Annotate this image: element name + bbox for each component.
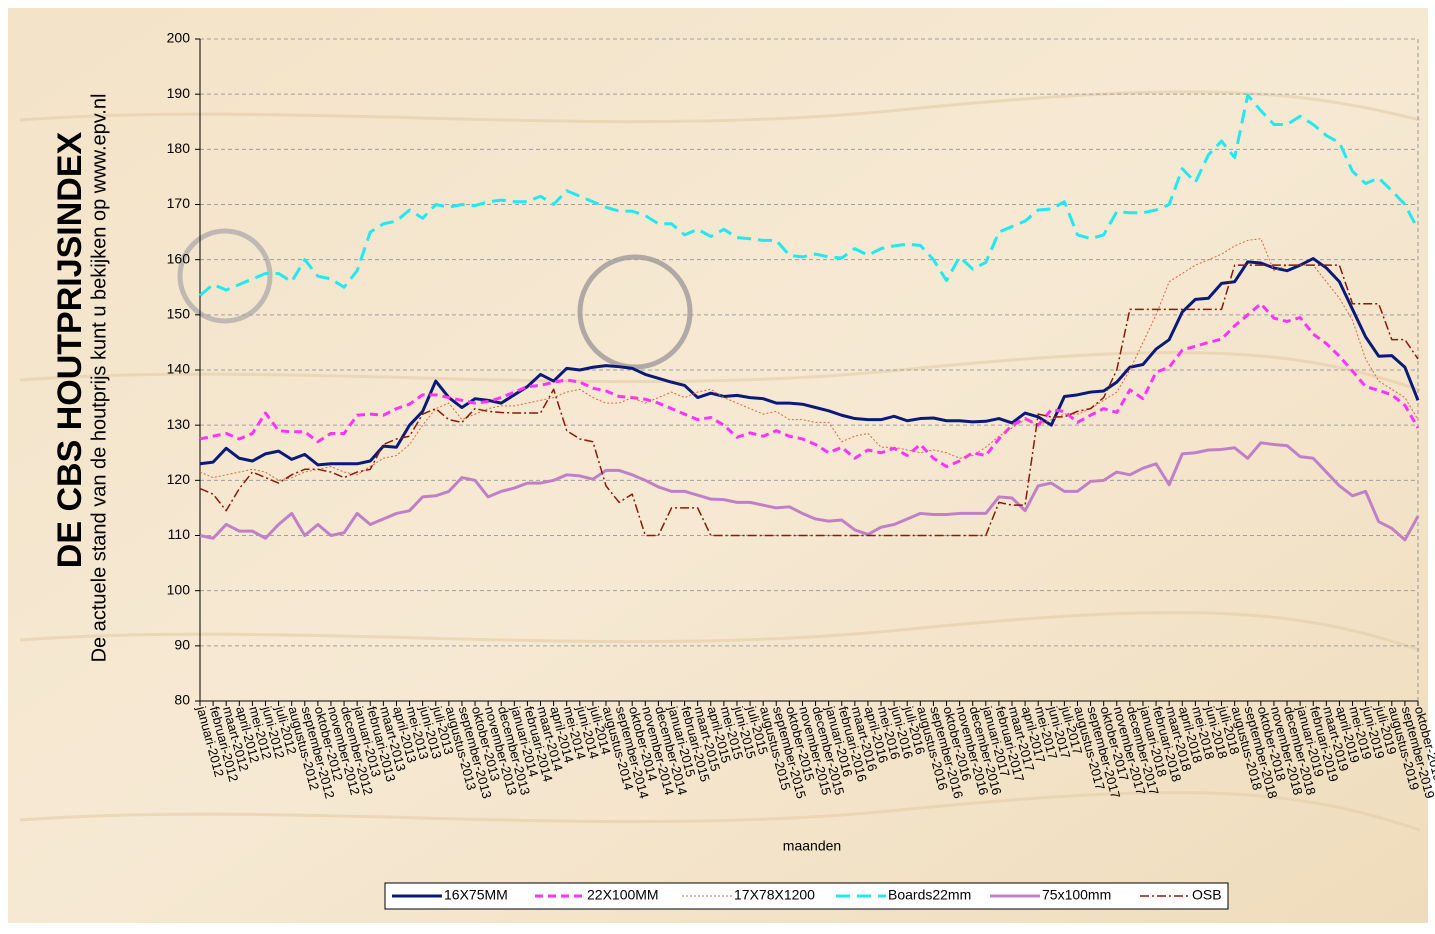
- background: [8, 8, 1428, 923]
- chart-subtitle: De actuele stand van de houtprijs kunt u…: [88, 94, 110, 663]
- y-tick-label: 100: [167, 581, 191, 597]
- legend-label: 75x100mm: [1042, 887, 1111, 903]
- y-tick-label: 170: [167, 195, 191, 211]
- x-axis-title: maanden: [783, 838, 841, 854]
- y-tick-label: 190: [167, 85, 191, 101]
- y-tick-label: 80: [174, 692, 190, 708]
- y-tick-label: 160: [167, 250, 191, 266]
- y-tick-label: 180: [167, 140, 191, 156]
- y-tick-label: 90: [174, 637, 190, 653]
- y-tick-label: 130: [167, 416, 191, 432]
- legend-label: Boards22mm: [888, 887, 971, 903]
- legend-label: 22X100MM: [587, 887, 659, 903]
- y-tick-label: 200: [167, 30, 191, 46]
- y-tick-label: 150: [167, 306, 191, 322]
- legend-label: OSB: [1192, 887, 1222, 903]
- chart: DE CBS HOUTPRIJSINDEX De actuele stand v…: [0, 0, 1435, 929]
- chart-title: DE CBS HOUTPRIJSINDEX: [51, 131, 89, 568]
- y-tick-label: 120: [167, 471, 191, 487]
- y-tick-label: 110: [168, 526, 191, 542]
- legend-label: 17X78X1200: [734, 887, 815, 903]
- legend-label: 16X75MM: [444, 887, 508, 903]
- y-tick-label: 140: [167, 361, 191, 377]
